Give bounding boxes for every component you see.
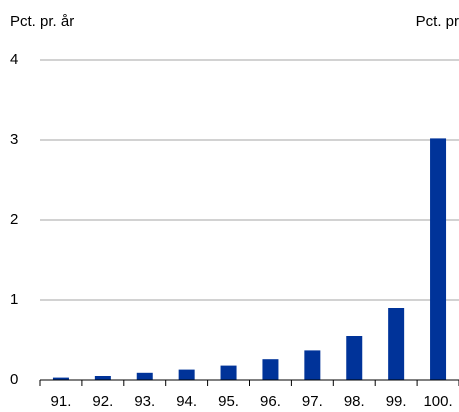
x-tick-label: 96. (260, 393, 281, 410)
bar (262, 359, 279, 380)
y-tick-label: 4 (10, 51, 18, 68)
y-tick-label: 0 (10, 371, 18, 388)
bar (52, 377, 69, 380)
y-tick-label: 2 (10, 211, 18, 228)
bar (178, 369, 195, 380)
bar (220, 365, 237, 380)
bar (430, 138, 447, 380)
bar (136, 372, 153, 380)
x-tick-label: 95. (218, 393, 239, 410)
x-tick-label: 91. (51, 393, 72, 410)
y-axis-label-right: Pct. pr (416, 13, 459, 30)
x-tick-label: 97. (302, 393, 323, 410)
x-tick-label: 98. (344, 393, 365, 410)
bar (304, 350, 321, 380)
x-tick-label: 99. (386, 393, 407, 410)
bar (388, 308, 405, 380)
bar (94, 376, 111, 380)
x-tick-label: 93. (134, 393, 155, 410)
y-tick-label: 1 (10, 291, 18, 308)
bar (346, 336, 363, 380)
x-tick-label: 100. (423, 393, 452, 410)
x-tick-label: 92. (92, 393, 113, 410)
y-tick-label: 3 (10, 131, 18, 148)
y-axis-label-left: Pct. pr. år (10, 13, 74, 30)
x-tick-label: 94. (176, 393, 197, 410)
